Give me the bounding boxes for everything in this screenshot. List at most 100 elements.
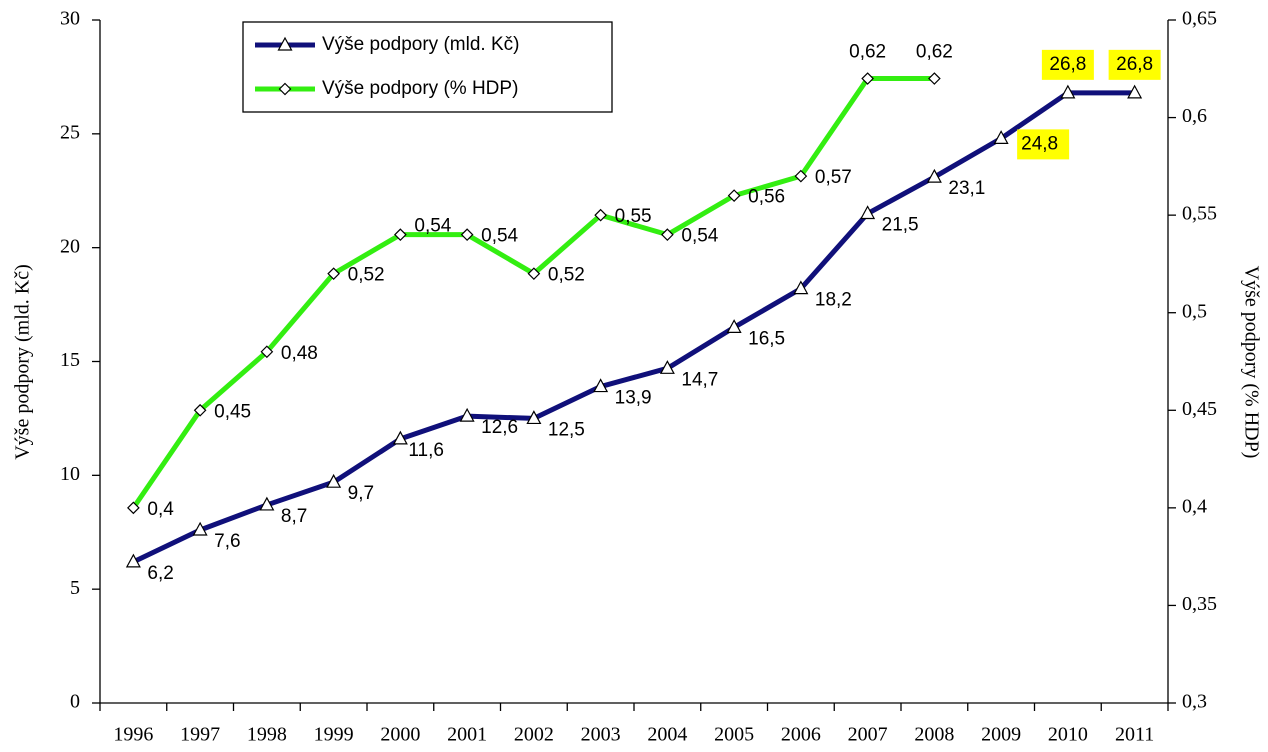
y2-tick-label: 0,5 bbox=[1182, 300, 1207, 322]
triangle-marker bbox=[993, 130, 1009, 144]
diamond-marker bbox=[460, 228, 474, 242]
y-tick-label: 5 bbox=[70, 577, 80, 599]
data-label: 14,7 bbox=[681, 369, 718, 390]
diamond-marker bbox=[278, 82, 292, 96]
x-tick-label: 1999 bbox=[314, 724, 354, 746]
triangle-marker bbox=[860, 205, 876, 220]
triangle-marker bbox=[277, 36, 293, 51]
data-label: 0,56 bbox=[748, 187, 785, 208]
label-highlight bbox=[1108, 49, 1161, 80]
triangle-marker bbox=[192, 521, 208, 536]
diamond-marker bbox=[527, 267, 541, 281]
x-tick-label: 2011 bbox=[1115, 724, 1154, 746]
data-label: 0,54 bbox=[681, 226, 718, 247]
y-tick-label: 10 bbox=[60, 463, 80, 485]
data-label: 13,9 bbox=[615, 388, 652, 409]
y-tick-label: 30 bbox=[60, 8, 80, 30]
triangle-marker bbox=[1060, 84, 1076, 99]
x-tick-label: 2005 bbox=[714, 724, 754, 746]
data-label: 23,1 bbox=[948, 178, 985, 199]
data-label: 24,8 bbox=[1021, 133, 1058, 154]
x-tick-label: 2008 bbox=[914, 724, 954, 746]
data-label: 0,54 bbox=[414, 216, 451, 237]
diamond-marker bbox=[861, 72, 874, 85]
data-label: 6,2 bbox=[147, 563, 173, 584]
triangle-marker bbox=[459, 407, 475, 422]
series-line bbox=[132, 90, 1135, 565]
triangle-marker bbox=[593, 378, 609, 393]
y2-tick-label: 0,3 bbox=[1182, 691, 1207, 713]
x-tick-label: 2007 bbox=[848, 724, 888, 746]
x-tick-label: 1996 bbox=[113, 724, 153, 746]
x-tick-label: 2002 bbox=[514, 724, 554, 746]
diamond-marker bbox=[794, 169, 808, 183]
triangle-marker bbox=[125, 553, 141, 568]
y2-tick-label: 0,6 bbox=[1182, 105, 1207, 127]
diamond-marker bbox=[127, 501, 140, 515]
data-label: 11,6 bbox=[408, 440, 444, 461]
diamond-marker bbox=[327, 267, 340, 281]
data-label: 16,5 bbox=[748, 328, 785, 349]
x-tick-label: 2000 bbox=[380, 724, 420, 746]
diamond-marker bbox=[928, 72, 941, 85]
data-label: 0,55 bbox=[615, 206, 652, 227]
x-tick-label: 2001 bbox=[447, 724, 487, 746]
data-label: 0,48 bbox=[281, 343, 318, 364]
triangle-marker bbox=[1127, 84, 1143, 99]
x-tick-label: 1998 bbox=[247, 724, 287, 746]
triangle-marker bbox=[259, 496, 275, 511]
triangle-marker bbox=[793, 280, 809, 295]
data-label: 18,2 bbox=[815, 290, 852, 311]
y-tick-label: 15 bbox=[60, 349, 80, 371]
legend-box bbox=[242, 21, 613, 113]
y2-tick-label: 0,45 bbox=[1182, 398, 1217, 420]
diamond-marker bbox=[661, 228, 674, 242]
y-tick-label: 25 bbox=[60, 121, 80, 143]
data-label: 0,54 bbox=[481, 226, 518, 247]
diamond-marker bbox=[394, 228, 407, 242]
triangle-marker bbox=[326, 473, 342, 488]
y2-tick-label: 0,65 bbox=[1182, 8, 1217, 30]
data-label: 0,52 bbox=[348, 265, 385, 286]
data-label: 0,62 bbox=[916, 42, 953, 63]
data-label: 7,6 bbox=[214, 531, 240, 552]
triangle-marker bbox=[392, 430, 408, 445]
data-label: 9,7 bbox=[348, 483, 374, 504]
diamond-marker bbox=[193, 403, 207, 417]
triangle-marker bbox=[726, 319, 742, 333]
label-highlight bbox=[1017, 129, 1070, 160]
x-tick-label: 2009 bbox=[981, 724, 1021, 746]
data-label: 26,8 bbox=[1116, 54, 1153, 75]
data-label: 0,62 bbox=[849, 42, 886, 63]
data-label: 26,8 bbox=[1049, 54, 1086, 75]
triangle-marker bbox=[926, 168, 942, 183]
legend-label: Výše podpory (% HDP) bbox=[322, 78, 518, 99]
data-label: 8,7 bbox=[281, 506, 307, 527]
data-label: 0,45 bbox=[214, 401, 251, 422]
x-tick-label: 2010 bbox=[1048, 724, 1088, 746]
legend-label: Výše podpory (mld. Kč) bbox=[322, 34, 519, 55]
data-label: 12,6 bbox=[481, 417, 518, 438]
x-tick-label: 2006 bbox=[781, 724, 821, 746]
data-label: 0,52 bbox=[548, 265, 585, 286]
diamond-marker bbox=[594, 208, 607, 222]
data-label: 12,5 bbox=[548, 419, 585, 440]
legend: Výše podpory (mld. Kč) Výše podpory (% HD… bbox=[242, 21, 613, 113]
x-tick-label: 1997 bbox=[180, 724, 220, 746]
x-tick-label: 2003 bbox=[581, 724, 621, 746]
diamond-marker bbox=[727, 189, 741, 202]
triangle-marker bbox=[526, 410, 542, 425]
y2-axis-title: Výše podpory (% HDP) bbox=[1240, 266, 1262, 459]
diamond-marker bbox=[260, 345, 274, 359]
label-highlight bbox=[1041, 49, 1094, 80]
triangle-marker bbox=[659, 360, 675, 374]
y-axis-title: Výše podpory (mld. Kč) bbox=[12, 264, 34, 460]
data-label: 21,5 bbox=[882, 215, 919, 236]
data-label: 0,57 bbox=[815, 167, 852, 188]
y-tick-label: 20 bbox=[60, 235, 80, 257]
y2-tick-label: 0,35 bbox=[1182, 593, 1217, 615]
y2-tick-label: 0,4 bbox=[1182, 495, 1207, 517]
y-tick-label: 0 bbox=[70, 691, 80, 713]
y2-tick-label: 0,55 bbox=[1182, 203, 1217, 225]
